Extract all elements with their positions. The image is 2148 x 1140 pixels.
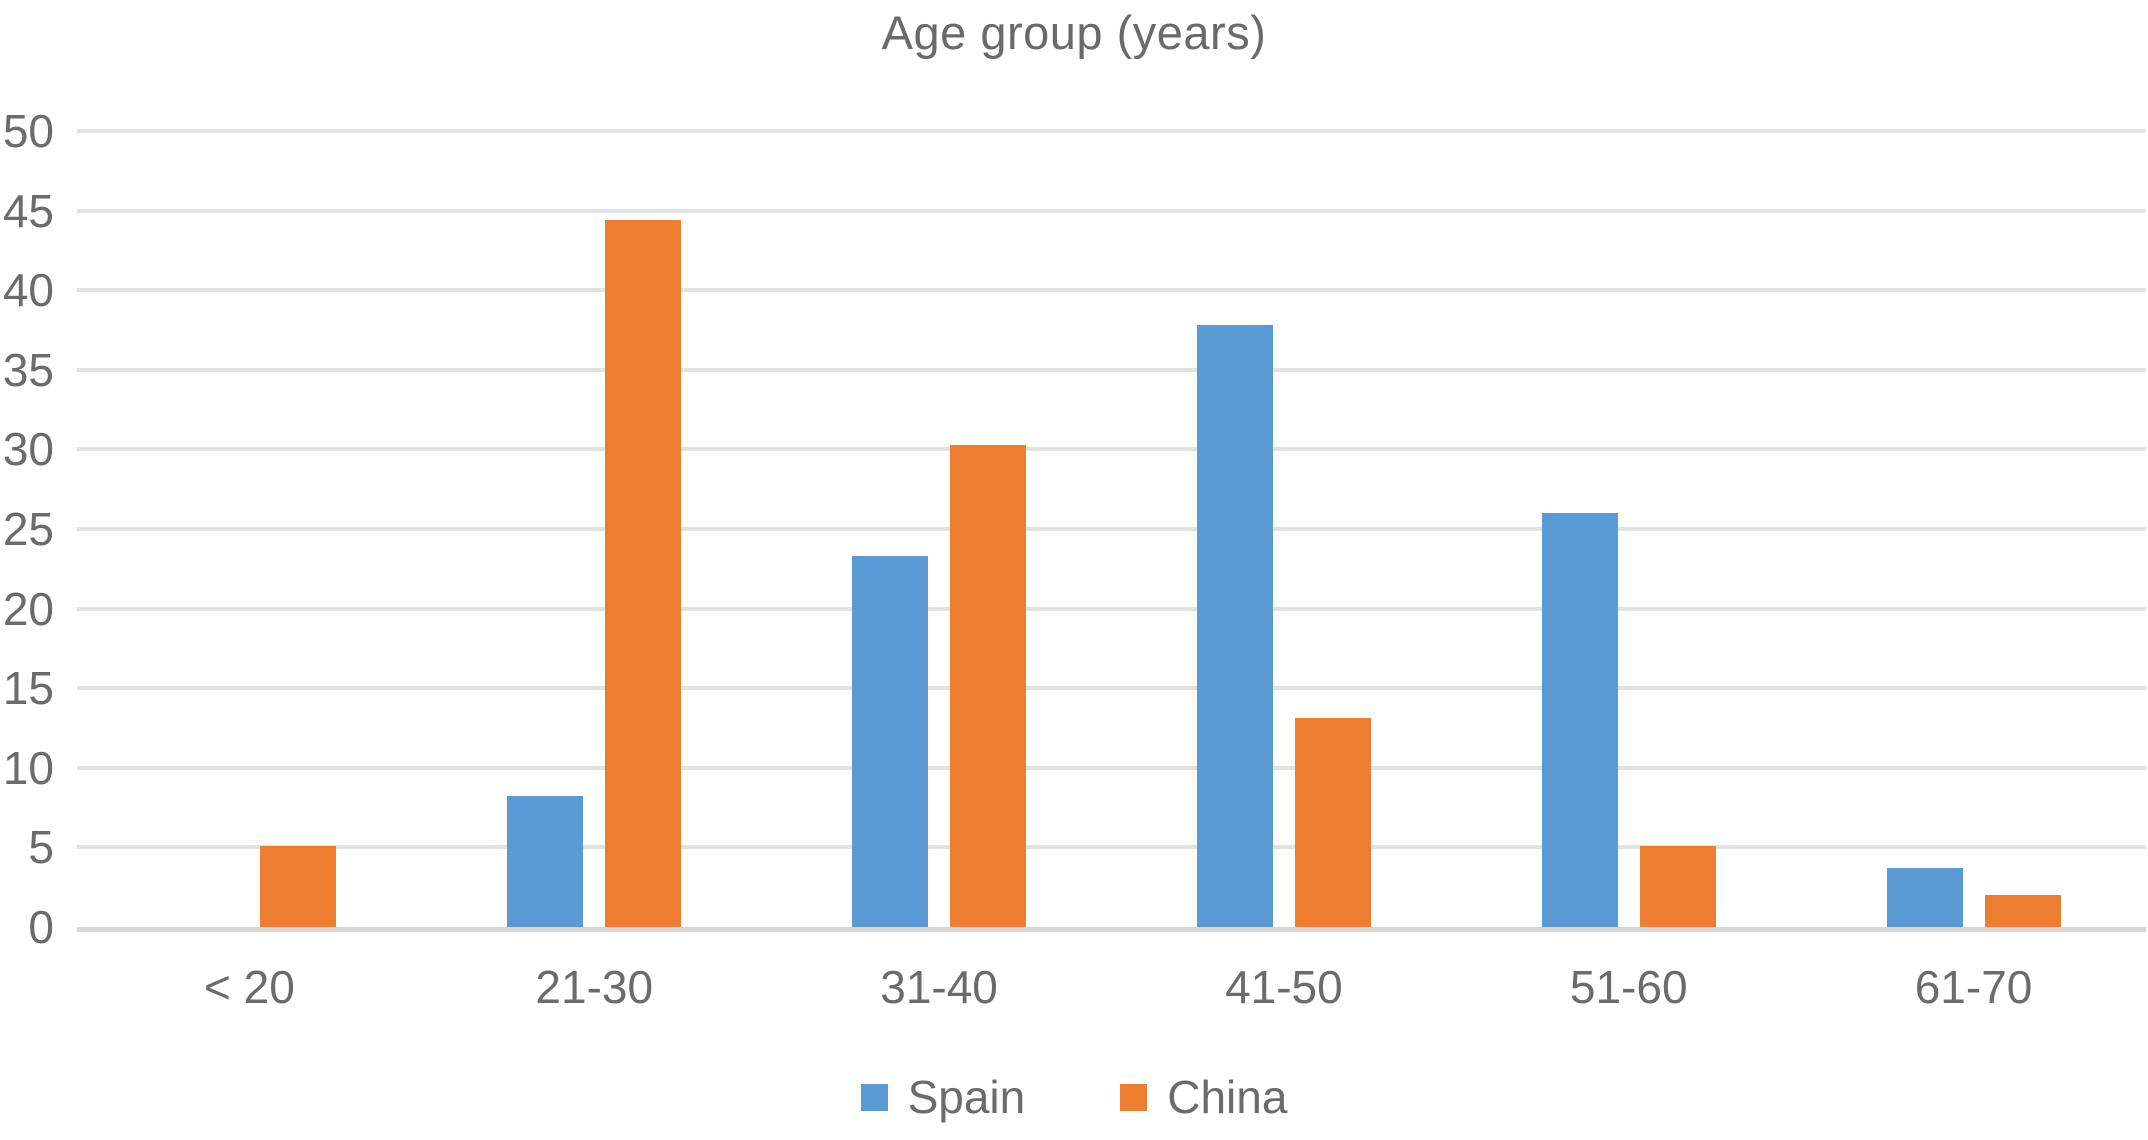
y-tick-label-20: 20 (2, 582, 54, 635)
legend-item-china: China (1120, 1072, 1287, 1123)
y-tick-label-5: 5 (28, 821, 54, 874)
y-tick-label-0: 0 (28, 901, 54, 953)
bar-group-41-50 (1111, 131, 1456, 927)
bar-spain-21-30 (507, 796, 584, 927)
bar-china-41-50 (1294, 718, 1371, 927)
bar-china-61-70 (1984, 895, 2061, 927)
y-tick-label-40: 40 (2, 264, 54, 317)
bar-group-21-30 (422, 131, 767, 927)
gridline-20 (77, 606, 2146, 611)
y-tick-label-25: 25 (2, 503, 54, 555)
y-axis: 0 5 10 15 20 25 30 35 40 45 50 (0, 108, 60, 950)
x-tick-label-41-50: 41-50 (1225, 961, 1343, 1013)
bar-group-31-40 (767, 131, 1112, 927)
bar-groups (77, 131, 2146, 927)
gridline-15 (77, 686, 2146, 691)
bar-spain-51-60 (1541, 513, 1618, 927)
x-tick-label-51-60: 51-60 (1569, 961, 1688, 1013)
gridline-35 (77, 367, 2146, 372)
bar-china-31-40 (950, 444, 1027, 927)
gridline-5 (77, 845, 2146, 850)
gridline-30 (77, 447, 2146, 452)
gridline-10 (77, 765, 2146, 770)
legend-swatch-china (1120, 1083, 1148, 1111)
bar-china-51-60 (1639, 845, 1716, 927)
y-tick-label-50: 50 (2, 105, 54, 157)
gridline-25 (77, 527, 2146, 531)
legend-item-spain: Spain (860, 1071, 1026, 1123)
legend: Spain China (0, 1072, 2148, 1123)
bar-china-21-30 (605, 220, 682, 927)
y-tick-label-15: 15 (2, 662, 54, 715)
y-tick-label-35: 35 (2, 343, 54, 396)
gridline-45 (77, 208, 2146, 213)
y-tick-label-30: 30 (2, 423, 54, 476)
x-tick-label-31-40: 31-40 (880, 961, 998, 1013)
chart-title: Age group (years) (881, 6, 1267, 59)
legend-swatch-spain (860, 1083, 888, 1111)
bar-spain-61-70 (1886, 868, 1963, 927)
y-tick-label-45: 45 (2, 184, 54, 237)
plot-area (77, 129, 2146, 932)
legend-label-china: China (1167, 1071, 1288, 1123)
bar-china-<20 (260, 845, 337, 927)
gridline-50 (77, 129, 2146, 133)
x-axis: < 20 21-30 31-40 41-50 51-60 61-70 (77, 962, 2146, 1013)
bar-group-51-60 (1456, 131, 1801, 927)
y-tick-label-10: 10 (2, 741, 54, 794)
bar-spain-41-50 (1196, 325, 1273, 927)
bar-spain-31-40 (852, 556, 929, 927)
bar-group-<20 (77, 131, 422, 927)
gridline-40 (77, 288, 2146, 293)
x-tick-label-21-30: 21-30 (535, 961, 654, 1013)
x-tick-label-<20: < 20 (204, 961, 295, 1013)
legend-label-spain: Spain (907, 1071, 1026, 1123)
x-tick-label-61-70: 61-70 (1914, 961, 2033, 1013)
bar-group-61-70 (1801, 131, 2146, 927)
